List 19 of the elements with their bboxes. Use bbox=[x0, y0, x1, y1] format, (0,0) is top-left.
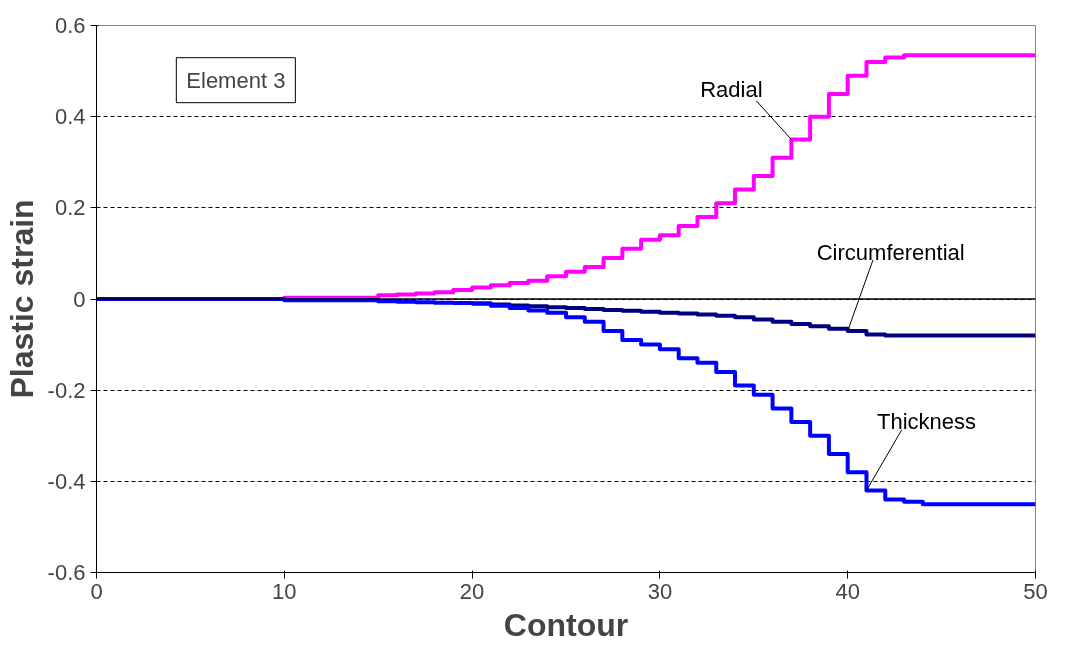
y-tick-label: 0 bbox=[73, 286, 86, 312]
y-axis-title: Plastic strain bbox=[3, 199, 40, 399]
x-tick-label: 30 bbox=[647, 578, 673, 604]
annotation: Element 3 bbox=[186, 67, 286, 93]
y-tick-label: -0.6 bbox=[47, 560, 86, 585]
y-tick-label: -0.2 bbox=[47, 377, 86, 403]
series-label: Thickness bbox=[876, 408, 977, 434]
x-tick-label: 10 bbox=[272, 578, 297, 604]
x-tick-label: 50 bbox=[1023, 578, 1048, 604]
y-tick-label: 0.2 bbox=[54, 195, 86, 221]
x-axis-title: Contour bbox=[503, 606, 629, 643]
x-tick-label: 40 bbox=[835, 578, 860, 604]
x-tick-label: 20 bbox=[459, 578, 485, 604]
y-tick-label: -0.4 bbox=[47, 468, 86, 494]
x-tick-label: 0 bbox=[90, 578, 103, 604]
y-tick-label: 0.4 bbox=[54, 104, 86, 130]
y-tick-label: 0.6 bbox=[54, 13, 86, 38]
text: Radial bbox=[700, 76, 763, 102]
text: Circumferential bbox=[816, 240, 965, 266]
